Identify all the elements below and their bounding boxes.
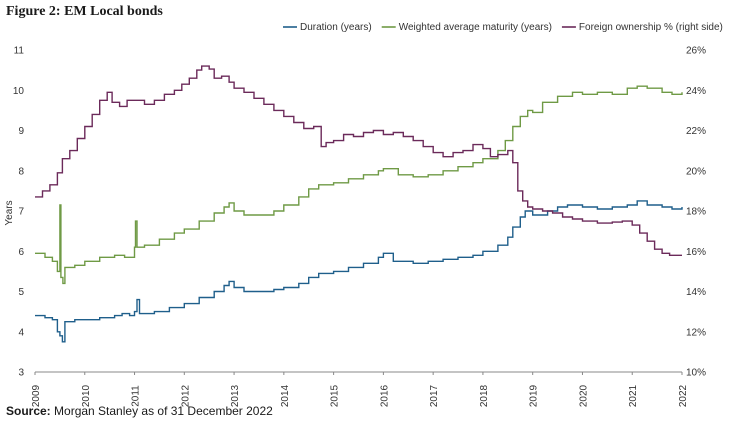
axes-layer: 3 4 5 6 7 8 9 10 11 10% 12% 14% 16% 18% 20% 22% 24% 26% 20… xyxy=(4,46,706,408)
y-tick-label: 4 xyxy=(18,327,24,338)
y-tick-label: 8 xyxy=(18,166,24,177)
x-tick-label: 2022 xyxy=(678,384,689,407)
x-tick-label: 2016 xyxy=(379,384,390,407)
y-tick-label: 3 xyxy=(18,368,24,379)
x-tick-label: 2011 xyxy=(131,385,142,407)
y2-tick-label: 10% xyxy=(686,368,706,379)
x-tick-label: 2021 xyxy=(628,384,639,407)
x-tick-label: 2012 xyxy=(180,384,191,407)
y-tick-label: 10 xyxy=(13,86,25,97)
source-label: Source: xyxy=(6,404,51,418)
y2-tick-label: 20% xyxy=(686,166,706,177)
legend-label: Foreign ownership % (right side) xyxy=(579,22,723,33)
x-tick-label: 2015 xyxy=(330,384,341,407)
legend-label: Duration (years) xyxy=(300,22,372,33)
x-tick-label: 2017 xyxy=(429,384,440,407)
y-axis-title: Years xyxy=(4,200,15,225)
series-line-1 xyxy=(35,200,683,343)
y2-tick-label: 24% xyxy=(686,86,706,97)
series-line-3 xyxy=(35,65,682,256)
y-tick-label: 7 xyxy=(18,207,24,218)
y2-tick-label: 26% xyxy=(686,46,706,57)
series-line-2 xyxy=(35,85,683,285)
y2-tick-label: 18% xyxy=(686,207,706,218)
legend-label: Weighted average maturity (years) xyxy=(399,22,552,33)
x-tick-label: 2018 xyxy=(479,384,490,407)
y2-tick-label: 16% xyxy=(686,247,706,258)
figure-title: Figure 2: EM Local bonds xyxy=(6,4,163,19)
x-tick-label: 2013 xyxy=(230,384,241,407)
x-tick-label: 2014 xyxy=(280,384,291,407)
y2-tick-label: 12% xyxy=(686,327,706,338)
y-tick-label: 9 xyxy=(18,126,24,137)
series-layer xyxy=(35,65,683,343)
y-tick-label: 5 xyxy=(18,287,24,298)
y-tick-label: 11 xyxy=(14,46,25,57)
x-tick-label: 2019 xyxy=(529,384,540,407)
y2-tick-label: 22% xyxy=(686,126,706,137)
source-note: Source: Morgan Stanley as of 31 December… xyxy=(6,404,273,418)
x-tick-label: 2010 xyxy=(81,384,92,407)
x-tick-label: 2020 xyxy=(578,384,589,407)
y-tick-label: 6 xyxy=(18,247,24,258)
legend: Duration (years) Weighted average maturit… xyxy=(283,22,723,33)
y2-tick-label: 14% xyxy=(686,287,706,298)
x-tick-label: 2009 xyxy=(31,384,42,407)
source-text: Morgan Stanley as of 31 December 2022 xyxy=(50,404,273,418)
